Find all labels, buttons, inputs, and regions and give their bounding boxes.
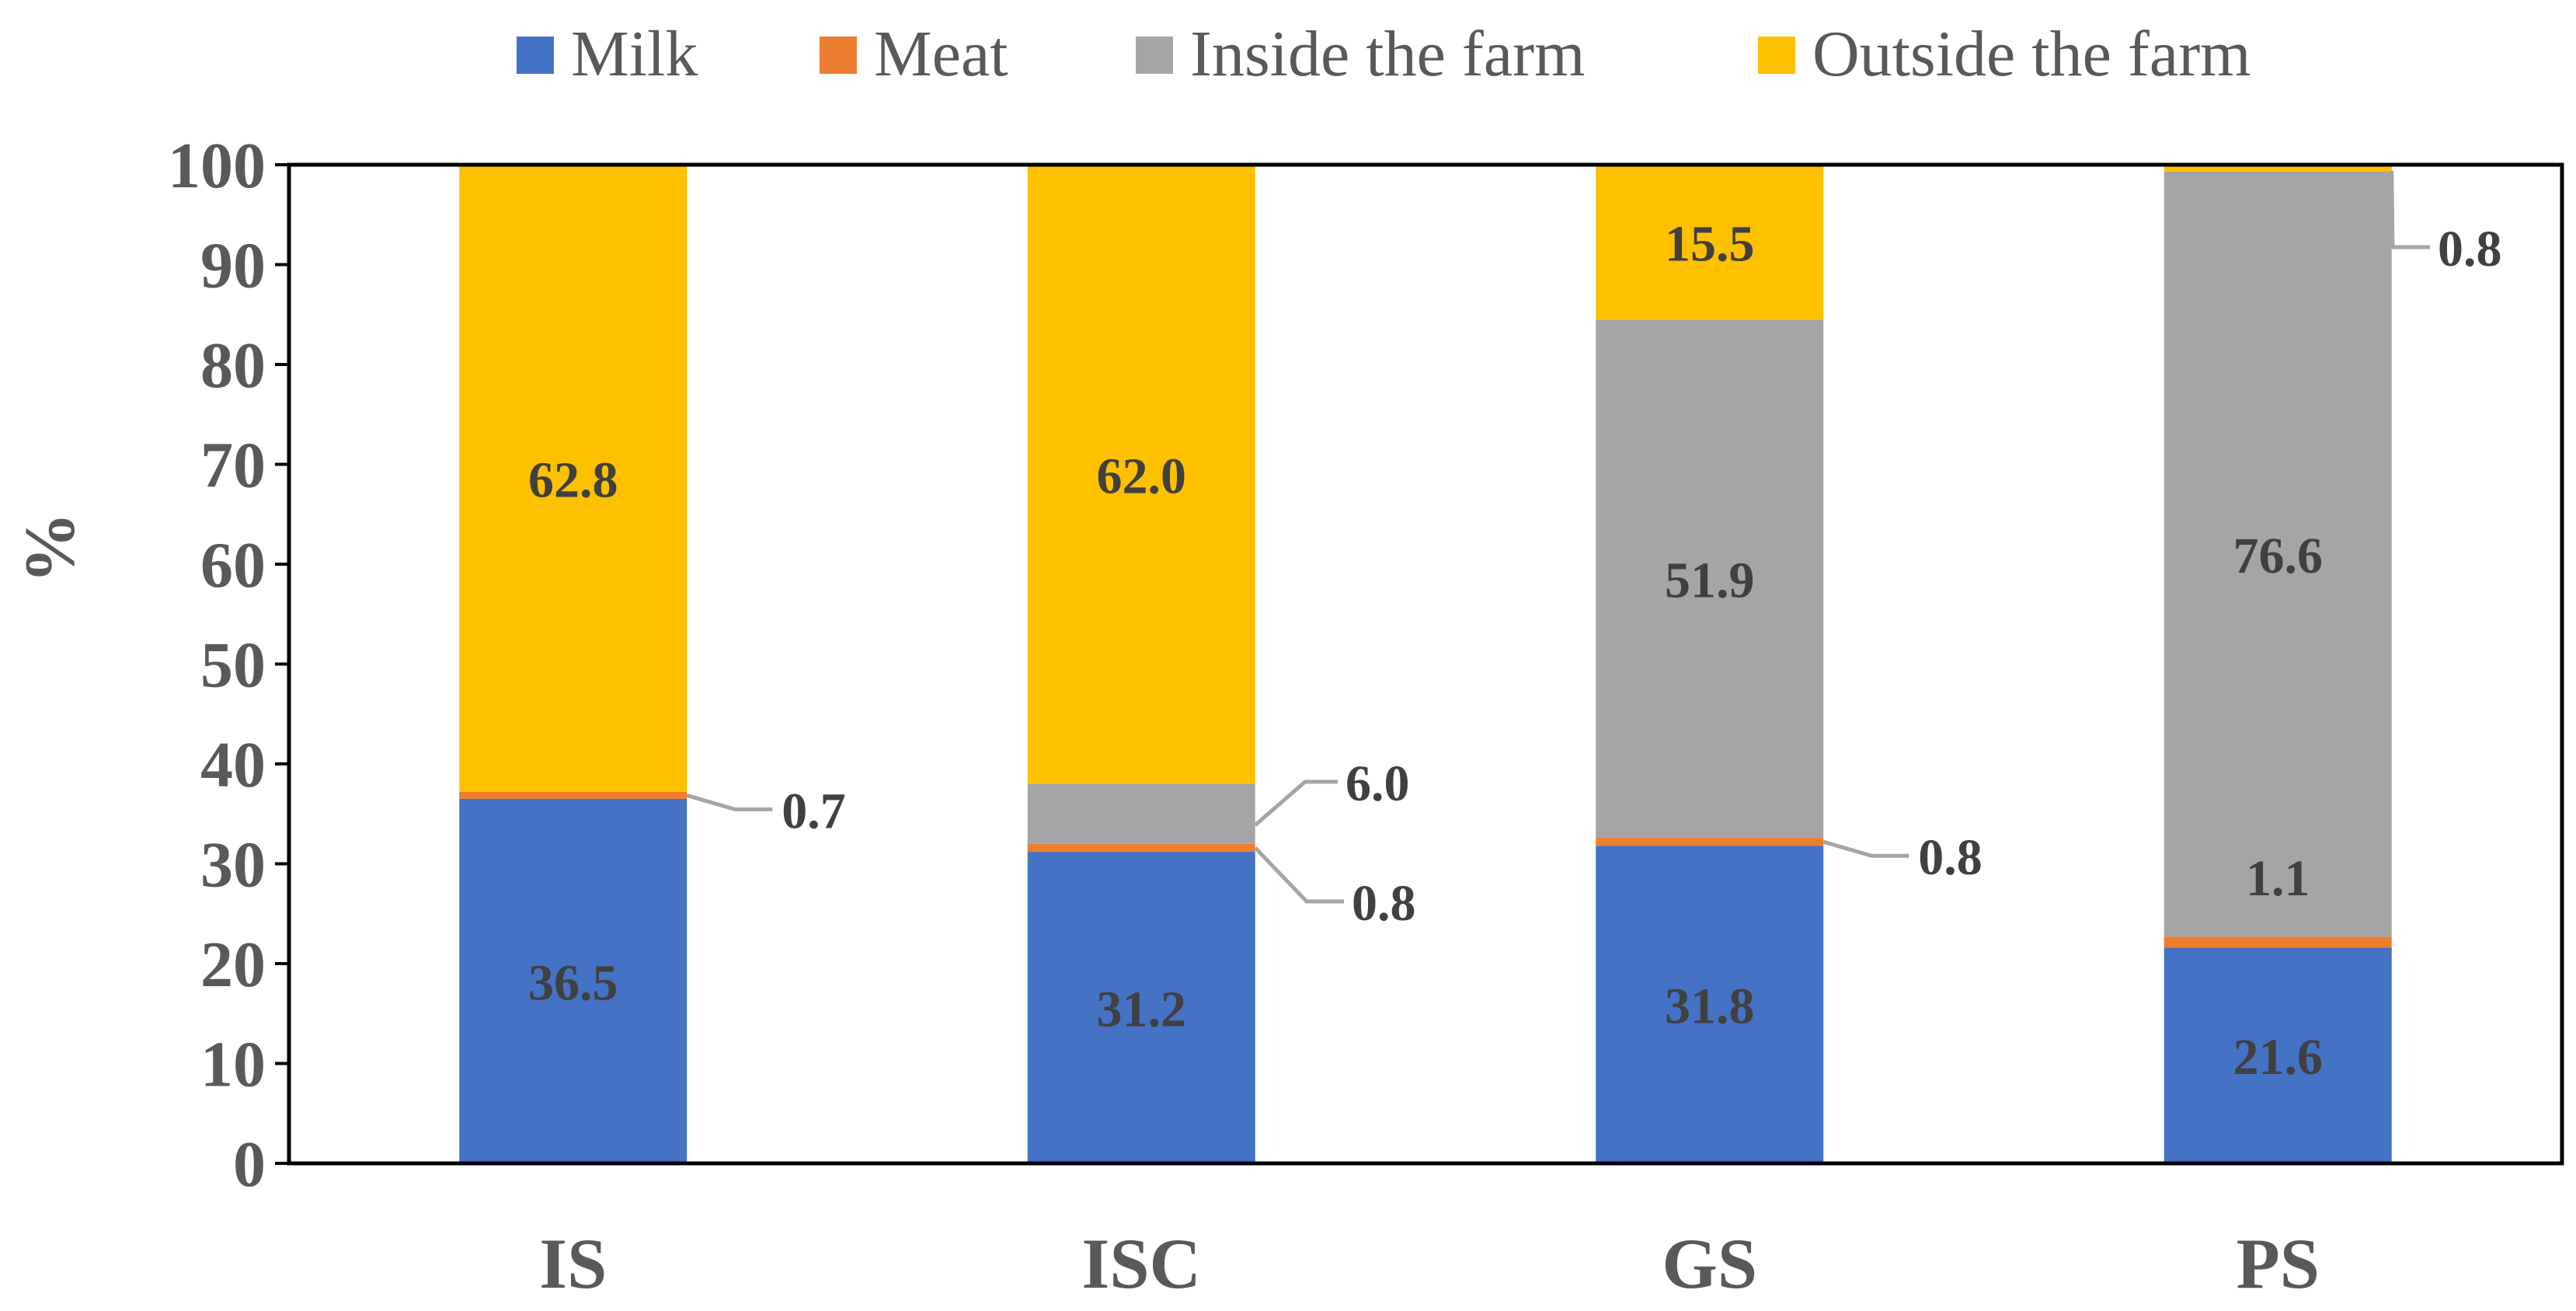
legend-swatch-meat bbox=[820, 37, 857, 74]
leader-line-isc-inside-the-farm bbox=[1254, 779, 1338, 827]
y-tick-label-100: 100 bbox=[168, 130, 266, 202]
bar-gs-outside-the-farm bbox=[1596, 165, 1824, 320]
y-tick-label-10: 10 bbox=[200, 1029, 266, 1101]
bar-ps-outside-the-farm bbox=[2163, 163, 2392, 172]
data-label-ps-inside-the-farm: 76.6 bbox=[2233, 528, 2324, 584]
legend: Milk Meat Inside the farm Outside the farm bbox=[517, 18, 2251, 90]
plot-area-frame bbox=[287, 162, 2564, 1166]
leader-lines bbox=[686, 170, 2430, 904]
leader-line-ps-outside-the-farm bbox=[2390, 170, 2430, 249]
data-label-isc-inside-the-farm: 6.0 bbox=[1345, 755, 1410, 812]
x-tick-label-is: IS bbox=[539, 1224, 607, 1303]
bar-ps-milk bbox=[2163, 947, 2392, 1163]
bars bbox=[459, 163, 2392, 1163]
data-label-ps-meat: 1.1 bbox=[2246, 850, 2310, 907]
data-label-isc-milk: 31.2 bbox=[1097, 982, 1187, 1038]
bar-isc-inside-the-farm bbox=[1027, 783, 1255, 844]
y-axis-label: % bbox=[10, 512, 89, 584]
data-label-gs-inside-the-farm: 51.9 bbox=[1665, 553, 1755, 609]
data-label-ps-outside-the-farm: 0.8 bbox=[2438, 221, 2502, 277]
x-tick-label-gs: GS bbox=[1662, 1224, 1757, 1303]
legend-swatch-milk bbox=[517, 37, 554, 74]
x-tick-label-ps: PS bbox=[2237, 1224, 2320, 1303]
data-label-gs-milk: 31.8 bbox=[1665, 978, 1755, 1035]
y-tick-label-50: 50 bbox=[200, 629, 266, 702]
bar-ps-meat bbox=[2163, 936, 2392, 948]
bar-is-outside-the-farm bbox=[459, 165, 688, 792]
y-tick-label-90: 90 bbox=[200, 230, 266, 302]
data-labels: 36.5 31.2 31.8 21.6 0.7 0.8 0.8 1.1 6.0 51.9 76.6 6… bbox=[528, 216, 2502, 1086]
y-tick-label-20: 20 bbox=[200, 929, 266, 1001]
bar-isc-meat bbox=[1027, 843, 1255, 852]
data-label-ps-milk: 21.6 bbox=[2233, 1029, 2324, 1086]
y-tick-label-40: 40 bbox=[200, 729, 266, 801]
x-tick-label-isc: ISC bbox=[1082, 1224, 1201, 1303]
legend-label-milk: Milk bbox=[571, 18, 698, 90]
leader-line-isc-meat bbox=[1253, 846, 1344, 904]
bar-is-milk bbox=[459, 798, 688, 1163]
y-tick-label-70: 70 bbox=[200, 430, 266, 502]
bar-is-meat bbox=[459, 791, 688, 799]
x-axis-ticks: IS ISC GS PS bbox=[539, 1224, 2320, 1303]
data-label-is-meat: 0.7 bbox=[782, 783, 846, 839]
y-tick-label-0: 0 bbox=[233, 1128, 266, 1201]
bar-gs-meat bbox=[1596, 838, 1824, 846]
data-label-isc-outside-the-farm: 62.0 bbox=[1097, 448, 1187, 504]
legend-swatch-outside-the-farm bbox=[1758, 37, 1795, 74]
legend-label-outside-the-farm: Outside the farm bbox=[1812, 18, 2251, 90]
legend-label-inside-the-farm: Inside the farm bbox=[1190, 18, 1585, 90]
bar-isc-milk bbox=[1027, 852, 1255, 1163]
leader-line-gs-meat bbox=[1822, 839, 1909, 858]
bar-gs-milk bbox=[1596, 846, 1824, 1163]
bar-ps-inside-the-farm bbox=[2163, 171, 2392, 937]
y-tick-label-30: 30 bbox=[200, 829, 266, 901]
data-label-isc-meat: 0.8 bbox=[1352, 875, 1416, 932]
y-tick-label-80: 80 bbox=[200, 329, 266, 402]
data-label-is-milk: 36.5 bbox=[528, 954, 618, 1011]
data-label-gs-outside-the-farm: 15.5 bbox=[1665, 216, 1755, 273]
data-label-is-outside-the-farm: 62.8 bbox=[528, 452, 618, 508]
legend-swatch-inside-the-farm bbox=[1136, 37, 1173, 74]
y-tick-label-60: 60 bbox=[200, 529, 266, 601]
leader-line-is-meat bbox=[686, 793, 773, 811]
legend-label-meat: Meat bbox=[874, 18, 1008, 90]
y-axis-ticks: 0 10 20 30 40 50 60 70 80 90 100 bbox=[168, 130, 289, 1201]
bar-gs-inside-the-farm bbox=[1596, 319, 1824, 839]
data-label-gs-meat: 0.8 bbox=[1918, 829, 1982, 886]
bar-isc-outside-the-farm bbox=[1027, 165, 1255, 784]
